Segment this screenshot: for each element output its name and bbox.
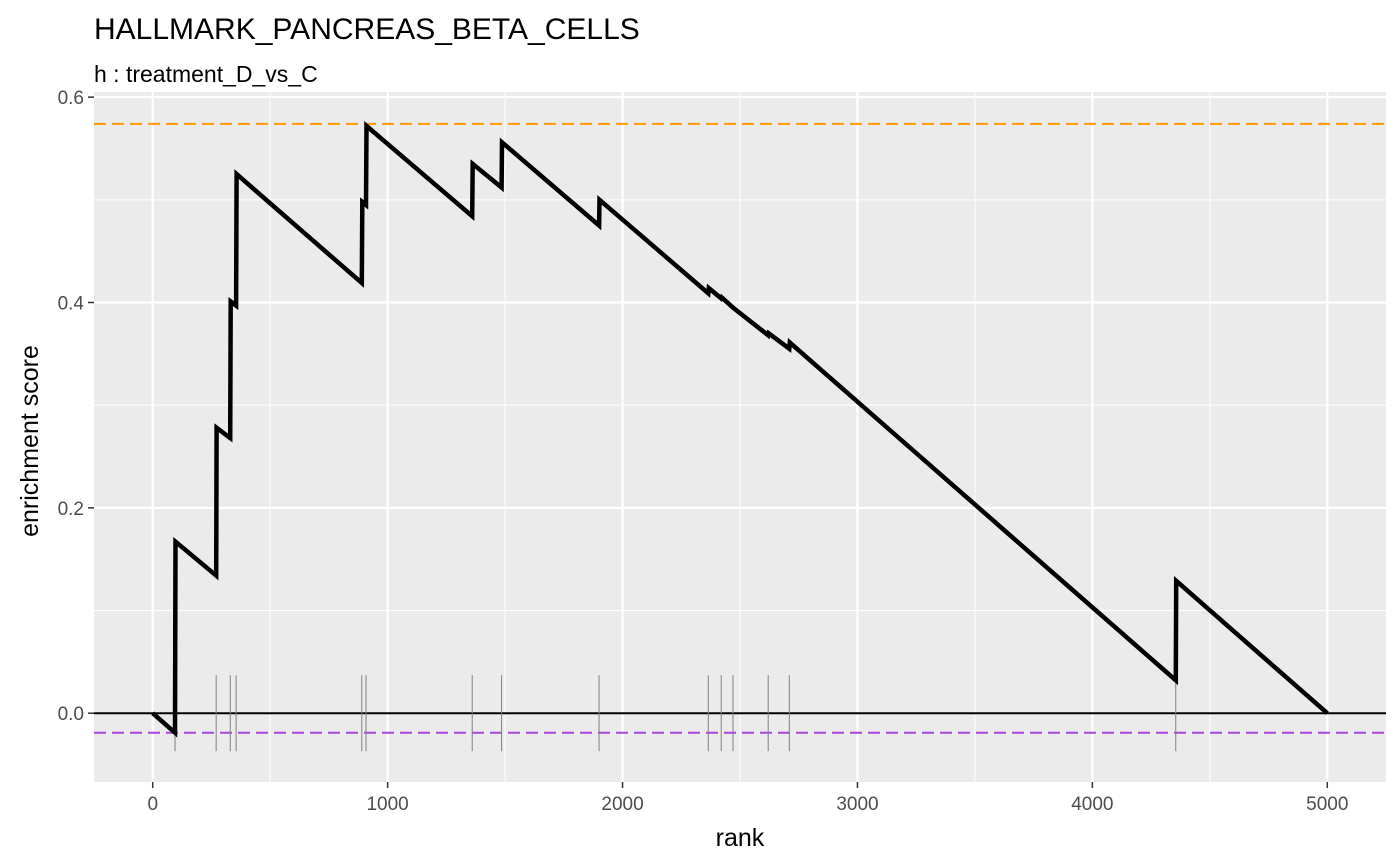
minor-gridlines xyxy=(94,92,1386,782)
x-tick-label: 3000 xyxy=(836,794,878,815)
reference-lines xyxy=(94,122,1386,734)
x-tick-label: 2000 xyxy=(601,794,643,815)
chart-title: HALLMARK_PANCREAS_BETA_CELLS xyxy=(94,13,640,46)
series-group xyxy=(151,121,1329,738)
x-tick-label: 5000 xyxy=(1306,794,1348,815)
x-tick-label: 0 xyxy=(147,794,158,815)
y-axis-title: enrichment score xyxy=(16,345,44,537)
axis-ticks xyxy=(88,96,1329,788)
x-tick-label: 4000 xyxy=(1071,794,1113,815)
y-tick-label: 0.6 xyxy=(58,88,84,109)
y-tick-labels: 0.0 0.2 0.4 0.6 xyxy=(58,88,85,725)
x-axis-title: rank xyxy=(716,824,765,852)
y-tick-label: 0.0 xyxy=(58,704,84,725)
y-tick-label: 0.2 xyxy=(58,499,84,520)
x-tick-label: 1000 xyxy=(366,794,408,815)
y-tick-label: 0.4 xyxy=(58,293,85,314)
gene-hit-ticks xyxy=(174,675,1177,752)
x-tick-labels: 0 1000 2000 3000 4000 5000 xyxy=(147,794,1348,815)
running-enrichment-score-line xyxy=(151,121,1329,738)
chart-subtitle: h : treatment_D_vs_C xyxy=(94,61,318,87)
